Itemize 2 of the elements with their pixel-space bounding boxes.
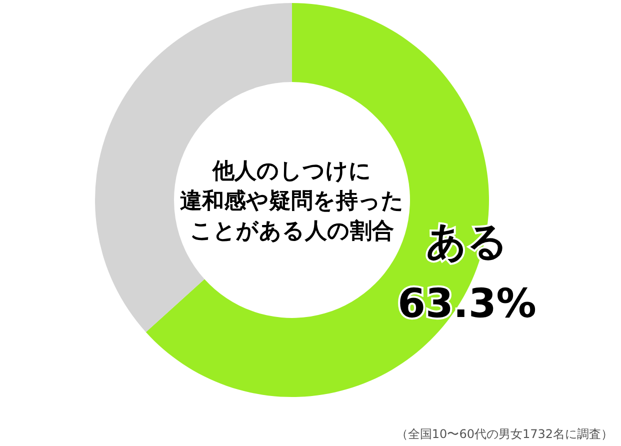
text: 他人のしつけに違和感や疑問を持ったことがある人の割合 bbox=[180, 159, 404, 244]
text: （全国10〜60代の男女1732名に調査） bbox=[396, 427, 613, 441]
